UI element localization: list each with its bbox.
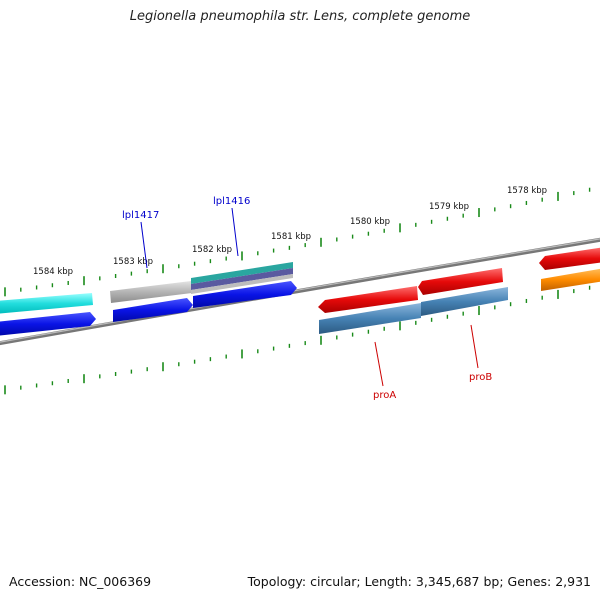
accession-text: Accession: NC_006369 <box>9 574 152 589</box>
gene-label-lpl1417[interactable]: lpl1417 <box>122 210 159 221</box>
gene-red-right[interactable] <box>539 247 600 270</box>
gene-orange-right[interactable] <box>541 268 600 291</box>
gene-lpl1416-purple[interactable] <box>191 268 293 290</box>
gene-lpl1416-teal[interactable] <box>191 262 293 284</box>
gene-blue-left[interactable] <box>0 312 96 336</box>
gene-blue-right[interactable] <box>193 281 297 308</box>
lpl1417-leader <box>140 221 148 269</box>
lpl1416-leader <box>231 207 239 257</box>
gene-lpl1417[interactable] <box>110 281 192 303</box>
scale-ticks-lower <box>4 285 591 395</box>
gene-proa-red[interactable] <box>318 286 418 313</box>
genome-backbone <box>0 237 600 346</box>
gene-label-prob[interactable]: proB <box>469 372 492 383</box>
prob-leader <box>470 324 479 369</box>
scale-label-1578: 1578 kbp <box>507 186 547 196</box>
genome-backbone-highlight <box>0 238 600 343</box>
gene-blue-mid[interactable] <box>113 298 193 322</box>
scale-label-1582: 1582 kbp <box>192 245 232 255</box>
scale-label-1584: 1584 kbp <box>33 267 73 277</box>
scale-label-1579: 1579 kbp <box>429 202 469 212</box>
gene-lpl1416-gray[interactable] <box>191 274 293 294</box>
map-title: Legionella pneumophila str. Lens, comple… <box>129 9 471 24</box>
scale-ticks-upper <box>4 187 591 297</box>
scale-label-1581: 1581 kbp <box>271 232 311 242</box>
scale-label-1580: 1580 kbp <box>350 217 390 227</box>
proa-leader <box>374 341 384 387</box>
gene-label-lpl1416[interactable]: lpl1416 <box>213 196 250 207</box>
gene-cyan-left[interactable] <box>0 293 93 314</box>
scale-label-1583: 1583 kbp <box>113 257 153 267</box>
gene-label-proa[interactable]: proA <box>373 390 396 401</box>
genome-summary-text: Topology: circular; Length: 3,345,687 bp… <box>247 574 591 589</box>
gene-proa-steel[interactable] <box>319 303 421 334</box>
gene-prob-steel[interactable] <box>421 287 508 316</box>
gene-prob-red[interactable] <box>418 268 503 295</box>
